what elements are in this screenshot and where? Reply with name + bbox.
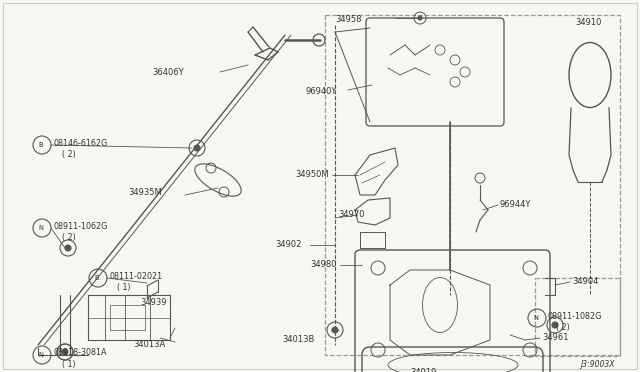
Text: 96940Y: 96940Y: [305, 87, 337, 96]
Circle shape: [194, 145, 200, 151]
Text: N: N: [38, 225, 44, 231]
Text: 08911-1062G: 08911-1062G: [54, 222, 108, 231]
Text: 34961: 34961: [542, 333, 568, 342]
Text: 34935M: 34935M: [128, 188, 162, 197]
Circle shape: [65, 245, 71, 251]
Text: 96944Y: 96944Y: [500, 200, 531, 209]
Text: 34013B: 34013B: [282, 335, 314, 344]
Text: B: B: [38, 142, 44, 148]
Text: 34910: 34910: [575, 18, 602, 27]
Text: N: N: [38, 352, 44, 358]
Text: 08111-02021: 08111-02021: [110, 272, 163, 281]
Text: ( 2): ( 2): [62, 233, 76, 242]
Text: 34939: 34939: [140, 298, 166, 307]
Text: 34919: 34919: [410, 368, 436, 372]
Text: B: B: [95, 275, 99, 281]
Text: 08911-1082G: 08911-1082G: [548, 312, 602, 321]
Text: 34902: 34902: [275, 240, 301, 249]
Text: ( 2): ( 2): [62, 150, 76, 159]
Text: ( 1): ( 1): [117, 283, 131, 292]
Text: 08146-6162G: 08146-6162G: [54, 139, 108, 148]
Text: 08918-3081A: 08918-3081A: [54, 348, 108, 357]
Circle shape: [332, 327, 338, 333]
Text: 34958: 34958: [335, 15, 362, 24]
Text: ( 1): ( 1): [62, 360, 76, 369]
Circle shape: [418, 16, 422, 20]
Text: 34013A: 34013A: [133, 340, 165, 349]
Bar: [535, 278, 620, 356]
Text: 34970: 34970: [338, 210, 365, 219]
Text: 34980: 34980: [310, 260, 337, 269]
Text: ( 2): ( 2): [556, 323, 570, 332]
Text: 34904: 34904: [572, 277, 598, 286]
Text: 36406Y: 36406Y: [152, 68, 184, 77]
Text: N: N: [534, 315, 538, 321]
Text: J3:9003X: J3:9003X: [580, 360, 615, 369]
Bar: [325, 15, 620, 355]
Circle shape: [552, 322, 558, 328]
Text: 34950M: 34950M: [295, 170, 328, 179]
Circle shape: [62, 349, 68, 355]
